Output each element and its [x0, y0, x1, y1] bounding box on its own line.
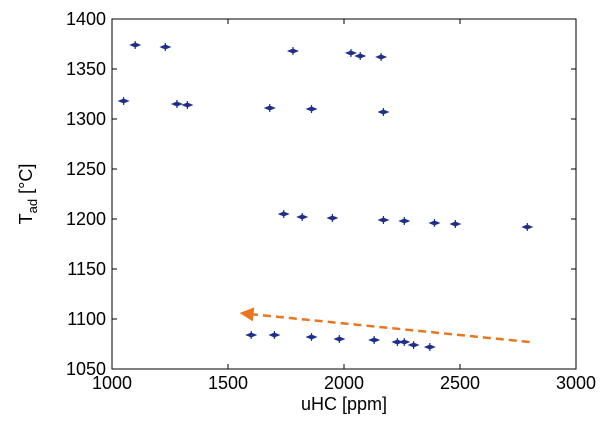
- y-tick-label: 1350: [66, 59, 106, 79]
- plot-area: [112, 19, 576, 369]
- x-tick-label: 2500: [440, 373, 480, 393]
- y-tick-label: 1200: [66, 209, 106, 229]
- y-tick-label: 1250: [66, 159, 106, 179]
- x-tick-label: 1000: [92, 373, 132, 393]
- y-tick-label: 1150: [67, 259, 106, 279]
- x-axis-label: uHC [ppm]: [301, 394, 387, 414]
- y-axis-label: Tad [°C]: [16, 164, 40, 225]
- y-axis-label-main: T: [16, 213, 36, 224]
- y-tick-label: 1300: [66, 109, 106, 129]
- x-tick-label: 1500: [208, 373, 248, 393]
- y-axis-label-unit: [°C]: [16, 164, 36, 199]
- y-axis-label-subscript: ad: [25, 199, 40, 213]
- x-tick-label: 3000: [556, 373, 596, 393]
- x-tick-label: 2000: [324, 373, 364, 393]
- y-tick-label: 1400: [66, 9, 106, 29]
- y-tick-label: 1100: [67, 309, 106, 329]
